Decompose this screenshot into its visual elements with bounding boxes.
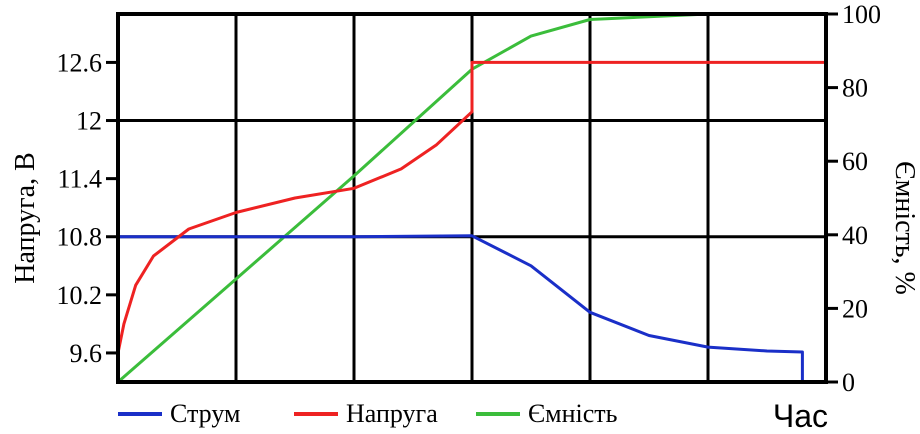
series-line-voltage [116,60,826,354]
chart-legend: Струм Напруга Ємність [118,399,618,428]
right-axis-title: Ємність, % [889,161,920,295]
left-axis-ticks: 9.6 10.2 10.8 11.4 12 12.6 [57,48,118,368]
right-tick-label: 80 [842,74,868,103]
right-tick-label: 100 [842,0,881,29]
left-axis-title: Напруга, В [10,152,41,283]
legend-label: Ємність [528,399,618,428]
right-tick-label: 20 [842,294,868,323]
right-tick-label: 40 [842,221,868,250]
left-tick-label: 11.4 [57,165,102,194]
legend-label: Струм [170,399,240,428]
right-axis-ticks: 0 20 40 60 80 100 [826,0,881,397]
left-tick-label: 10.2 [57,281,103,310]
plot-frame [116,12,828,384]
legend-label: Напруга [346,399,438,428]
left-tick-label: 10.8 [57,223,103,252]
left-tick-label: 12.6 [57,48,103,77]
series-line-current [118,234,804,383]
left-tick-label: 12 [76,107,102,136]
right-tick-label: 0 [842,368,855,397]
left-tick-label: 9.6 [70,339,103,368]
right-tick-label: 60 [842,147,868,176]
x-axis-title: Час [773,398,828,434]
